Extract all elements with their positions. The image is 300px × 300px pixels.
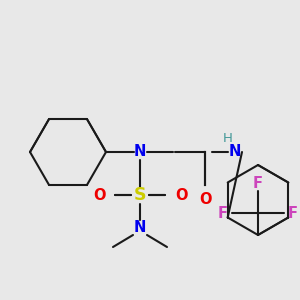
Text: F: F bbox=[218, 206, 228, 220]
Text: F: F bbox=[253, 176, 263, 190]
Text: O: O bbox=[93, 188, 105, 202]
Text: S: S bbox=[134, 186, 146, 204]
Text: O: O bbox=[175, 188, 187, 202]
Text: F: F bbox=[288, 206, 298, 220]
Text: N: N bbox=[134, 220, 146, 236]
Text: O: O bbox=[199, 191, 211, 206]
Text: H: H bbox=[223, 131, 233, 145]
Text: N: N bbox=[229, 145, 241, 160]
Text: N: N bbox=[134, 145, 146, 160]
